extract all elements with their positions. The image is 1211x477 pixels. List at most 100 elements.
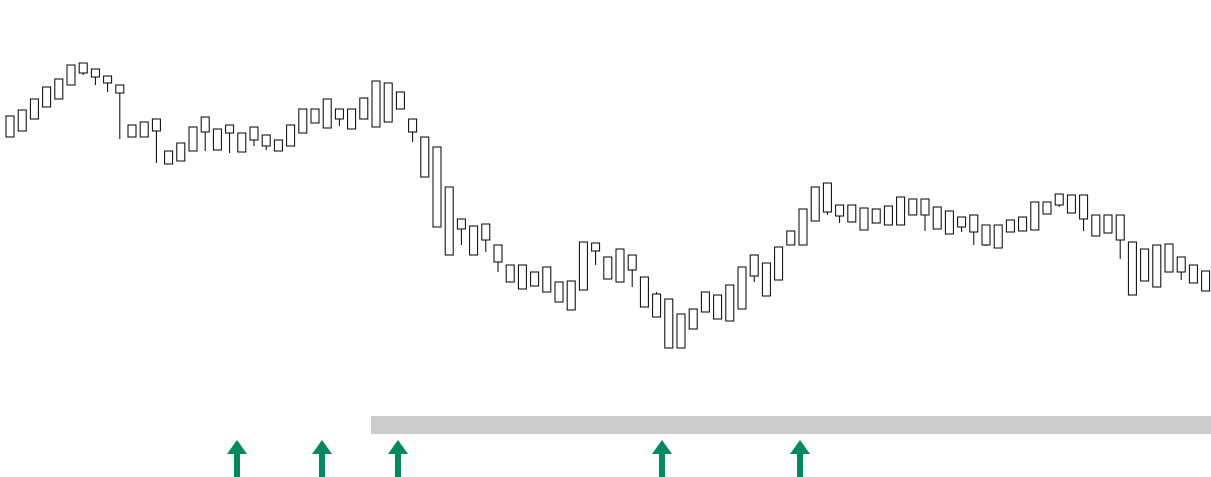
candle [66,64,76,86]
candle-body [54,78,64,100]
arrow-head [652,440,672,454]
candle [786,230,796,246]
candle-body [908,198,918,216]
candle [1054,193,1064,207]
candle-body [530,271,540,287]
candle-body [408,118,418,133]
candle [17,109,27,132]
candle-body [1201,270,1211,292]
candle-body [993,224,1003,249]
candle [1091,214,1101,237]
candle-body [1164,243,1174,273]
candle [1030,201,1040,231]
candle [273,139,283,152]
candle-body [66,64,76,86]
candle [444,186,454,256]
candle-body [578,241,588,291]
candle [371,80,381,128]
candle [1152,244,1162,288]
candle-body [1115,214,1125,241]
candle-body [786,230,796,246]
candle-body [444,186,454,256]
candle [517,264,527,290]
candle-body [225,124,235,134]
arrow-head [312,440,332,454]
candle-body [200,116,210,133]
candle [871,208,881,224]
candle-body [17,109,27,132]
candle [761,262,771,297]
candle [908,198,918,216]
candle-body [774,246,784,281]
candle [249,126,259,146]
candle-body [1140,248,1150,282]
candle-body [395,91,405,110]
candle-body [725,284,735,322]
up-arrow-icon [227,440,247,477]
candle-body [505,264,515,283]
candle [639,276,649,308]
candle [383,82,393,123]
candle [774,246,784,281]
candle [652,292,662,318]
candle [1042,201,1052,215]
candle-body [542,266,552,293]
candle [115,84,125,139]
candle [200,116,210,151]
candle-body [627,254,637,271]
candle-body [652,293,662,318]
candle-body [676,313,686,349]
candle-body [1005,219,1015,233]
candle-body [871,208,881,224]
support-zone [371,416,1211,434]
candle-body [737,266,747,310]
candle [578,241,588,291]
candle [334,108,344,126]
candle [603,256,613,280]
candle-body [383,82,393,123]
candle-body [115,84,125,94]
candle [1079,194,1089,231]
candle-body [700,291,710,313]
candle-body [176,142,186,162]
candle [932,206,942,230]
candle-body [566,280,576,311]
candle-body [261,134,271,147]
candle [1018,216,1028,232]
candle [554,281,564,303]
candle [176,142,186,162]
candle [1188,264,1198,284]
candle-body [932,206,942,230]
candle [969,214,979,245]
candle-body [1091,214,1101,237]
arrow-shaft [659,452,665,477]
candle-body [420,136,430,178]
candle-body [603,256,613,280]
candle-body [164,150,174,165]
candle-body [883,205,893,226]
candle-body [139,121,149,138]
candle-body [554,281,564,303]
candle [54,78,64,100]
candle [1140,248,1150,282]
candle [713,294,723,320]
candle-body [761,262,771,297]
candle-body [310,108,320,124]
candle [261,134,271,150]
candle-body [103,75,113,84]
candle-body [896,196,906,226]
candle [164,150,174,165]
arrows-layer [227,440,810,477]
candle [286,124,296,147]
candle-body [798,208,808,246]
candle-body [298,108,308,134]
candle-body [639,276,649,308]
candle [505,264,515,283]
arrow-head [388,440,408,454]
candle-body [615,248,625,283]
candle [5,115,15,138]
candle [225,124,235,153]
candle-body [1176,256,1186,273]
candle [615,248,625,283]
candle [481,223,491,252]
